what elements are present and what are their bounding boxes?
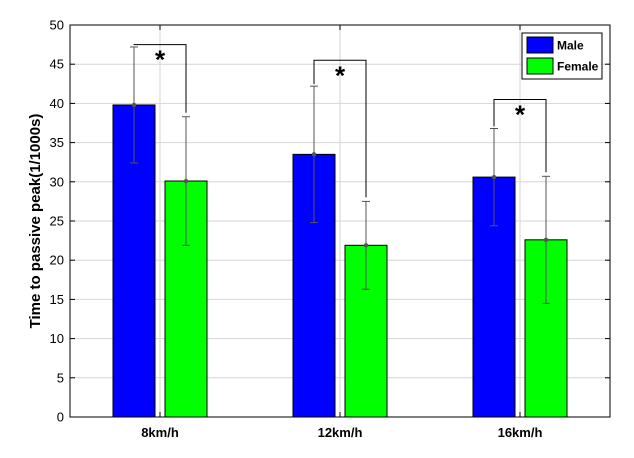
significance-bracket [133,44,187,113]
x-tick-label: 8km/h [141,425,179,440]
significance-star: * [335,60,346,90]
legend-label-female: Female [557,60,599,74]
x-axis-ticks: 8km/h 12km/h 16km/h [141,25,542,440]
significance-bracket [493,98,547,173]
x-tick-label: 16km/h [498,425,543,440]
y-tick-label: 35 [50,135,64,150]
mean-marker [491,174,497,180]
significance-group: * * * [133,44,547,198]
significance-star: * [155,45,166,75]
legend-swatch-male [526,36,554,54]
mean-marker [311,152,317,157]
y-tick-label: 20 [50,253,64,268]
y-tick-label: 0 [57,410,64,425]
significance-bracket [313,59,367,198]
mean-marker [543,237,549,243]
y-tick-label: 50 [50,18,64,33]
y-tick-label: 45 [50,57,64,72]
significance-star: * [515,99,526,129]
legend: Male Female [521,32,603,80]
y-tick-label: 5 [57,370,64,385]
y-tick-label: 25 [50,214,64,229]
error-bars-group [130,46,550,304]
y-tick-label: 30 [50,174,64,189]
mean-marker [183,178,189,184]
y-tick-label: 10 [50,331,64,346]
x-tick-label: 12km/h [318,425,363,440]
y-tick-label: 40 [50,96,64,111]
y-axis-label: Time to passive peak(1/1000s) [27,114,44,329]
legend-label-male: Male [557,39,584,53]
mean-marker [131,102,137,108]
mean-marker [363,243,369,248]
y-tick-label: 15 [50,292,64,307]
legend-swatch-female [526,57,554,75]
y-axis-ticks: 0 5 10 15 20 25 30 35 40 45 50 [50,18,610,425]
